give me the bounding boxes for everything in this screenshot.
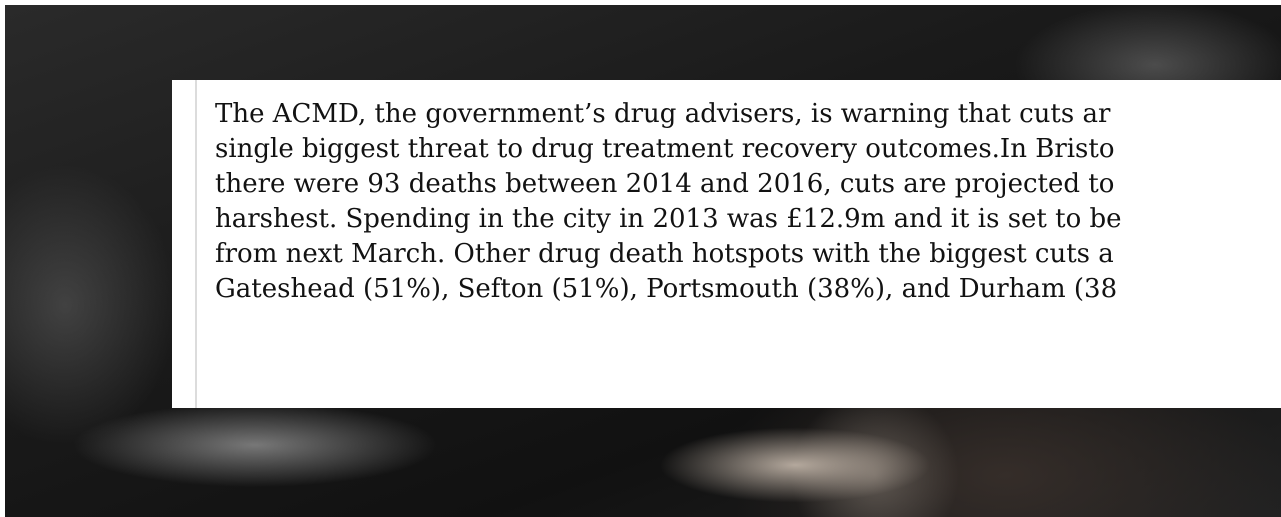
- quote-box: The ACMD, the government’s drug advisers…: [172, 80, 1281, 408]
- quote-rule: [195, 80, 197, 408]
- quote-line: from next March. Other drug death hotspo…: [215, 237, 1114, 272]
- quote-line: there were 93 deaths between 2014 and 20…: [215, 167, 1114, 202]
- page: The ACMD, the government’s drug advisers…: [0, 0, 1281, 517]
- quote-line: single biggest threat to drug treatment …: [215, 132, 1115, 167]
- quote-line: The ACMD, the government’s drug advisers…: [215, 97, 1110, 132]
- quote-line: harshest. Spending in the city in 2013 w…: [215, 202, 1122, 237]
- quote-line: Gateshead (51%), Sefton (51%), Portsmout…: [215, 272, 1117, 307]
